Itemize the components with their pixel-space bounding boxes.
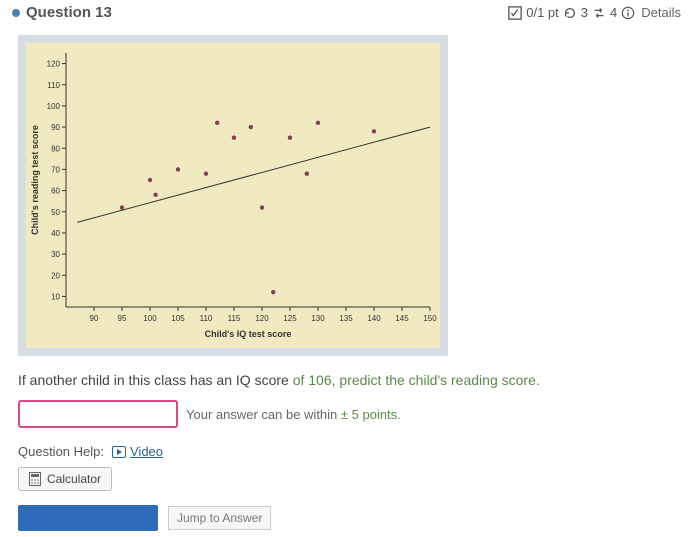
play-icon <box>112 446 126 458</box>
swaps-text: 4 <box>610 5 617 20</box>
svg-text:80: 80 <box>51 144 60 153</box>
submit-button[interactable] <box>18 505 158 531</box>
calculator-button[interactable]: Calculator <box>18 467 112 491</box>
question-header: Question 13 0/1 pt 3 4 Details <box>0 0 693 25</box>
svg-text:90: 90 <box>51 123 60 132</box>
svg-text:110: 110 <box>47 81 60 90</box>
svg-text:105: 105 <box>171 314 185 323</box>
prompt-highlight: of 106, predict the child's reading scor… <box>293 372 540 388</box>
svg-text:50: 50 <box>51 208 60 217</box>
svg-text:120: 120 <box>255 314 269 323</box>
jump-to-answer-button[interactable]: Jump to Answer <box>168 506 271 530</box>
chart-plot-area: 10 20 30 40 50 60 70 80 90 100 110 120 90 95 100 105 110… <box>26 43 440 348</box>
checkbox-icon <box>508 6 522 20</box>
svg-text:Child's reading test score: Child's reading test score <box>30 125 40 235</box>
help-label: Question Help: <box>18 444 104 459</box>
answer-row: Your answer can be within ± 5 points. <box>18 400 675 428</box>
svg-text:Child's IQ test score: Child's IQ test score <box>205 329 292 339</box>
svg-text:90: 90 <box>90 314 99 323</box>
question-title: Question 13 <box>26 4 112 21</box>
svg-text:70: 70 <box>51 165 60 174</box>
svg-text:40: 40 <box>51 229 60 238</box>
tolerance-prefix: Your answer can be within <box>186 407 341 422</box>
retries-text: 3 <box>581 5 588 20</box>
tolerance-value: ± 5 points. <box>341 407 401 422</box>
svg-text:135: 135 <box>339 314 353 323</box>
retry-icon <box>563 6 577 20</box>
prompt-prefix: If another child in this class has an IQ… <box>18 372 293 388</box>
svg-text:145: 145 <box>395 314 409 323</box>
svg-text:10: 10 <box>51 292 60 301</box>
svg-text:130: 130 <box>311 314 325 323</box>
calculator-label: Calculator <box>47 472 101 486</box>
status-dot <box>12 9 20 17</box>
scatter-chart: 10 20 30 40 50 60 70 80 90 100 110 120 90 95 100 105 110… <box>26 43 440 343</box>
svg-text:95: 95 <box>118 314 127 323</box>
svg-text:110: 110 <box>200 314 213 323</box>
question-prompt: If another child in this class has an IQ… <box>18 372 675 388</box>
svg-text:20: 20 <box>51 271 60 280</box>
help-row: Question Help: Video <box>18 444 675 459</box>
swap-icon <box>592 6 606 20</box>
calculator-icon <box>29 472 41 486</box>
svg-text:60: 60 <box>51 187 60 196</box>
svg-text:100: 100 <box>47 102 61 111</box>
tolerance-text: Your answer can be within ± 5 points. <box>186 407 401 422</box>
score-meta: 0/1 pt 3 4 Details <box>508 5 681 20</box>
details-link[interactable]: Details <box>641 5 681 20</box>
video-link[interactable]: Video <box>112 444 163 459</box>
score-text: 0/1 pt <box>526 5 559 20</box>
svg-text:115: 115 <box>228 314 241 323</box>
info-icon[interactable] <box>621 6 635 20</box>
answer-input[interactable] <box>18 400 178 428</box>
svg-text:120: 120 <box>47 60 61 69</box>
svg-text:140: 140 <box>367 314 381 323</box>
video-label: Video <box>130 444 163 459</box>
svg-text:150: 150 <box>423 314 437 323</box>
chart-panel: 10 20 30 40 50 60 70 80 90 100 110 120 90 95 100 105 110… <box>18 35 448 356</box>
svg-text:30: 30 <box>51 250 60 259</box>
svg-text:125: 125 <box>283 314 297 323</box>
svg-text:100: 100 <box>143 314 157 323</box>
footer-row: Jump to Answer <box>18 505 675 531</box>
